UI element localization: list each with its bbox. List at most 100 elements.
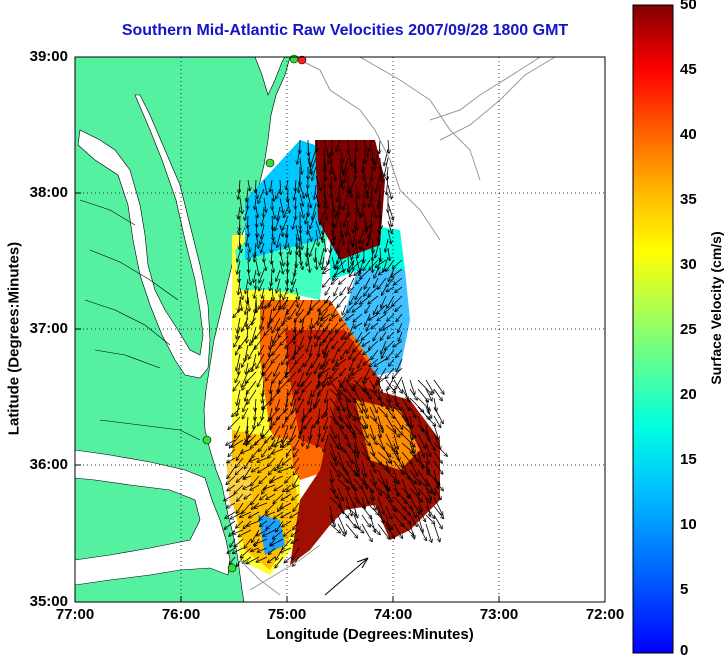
- velocity-arrow: [425, 505, 434, 518]
- velocity-arrow: [262, 287, 264, 298]
- colorbar-tick: 40: [680, 126, 697, 143]
- velocity-arrow: [393, 469, 398, 484]
- velocity-arrow: [239, 335, 249, 349]
- velocity-arrow: [361, 379, 368, 395]
- velocity-arrow: [256, 353, 265, 368]
- velocity-arrow: [339, 157, 343, 172]
- velocity-arrow: [248, 251, 249, 261]
- velocity-arrow: [409, 487, 422, 502]
- velocity-arrow: [263, 362, 273, 376]
- velocity-arrow: [338, 340, 347, 351]
- velocity-arrow: [320, 247, 325, 265]
- bathymetry-contours: [239, 57, 556, 596]
- velocity-arrow: [417, 496, 422, 511]
- velocity-arrow: [276, 278, 281, 293]
- velocity-arrow: [433, 469, 438, 488]
- velocity-arrow: [381, 340, 387, 354]
- velocity-arrow: [232, 439, 244, 447]
- velocity-arrow: [297, 148, 301, 164]
- velocity-arrow: [433, 496, 443, 515]
- velocity-arrow: [353, 415, 366, 429]
- velocity-arrow: [312, 202, 317, 219]
- velocity-arrow: [286, 299, 297, 314]
- velocity-arrow: [329, 322, 339, 334]
- velocity-arrow: [323, 371, 329, 386]
- velocity-arrow: [425, 469, 440, 484]
- velocity-arrow: [395, 304, 403, 311]
- velocity-arrow: [340, 166, 341, 186]
- velocity-arrow: [344, 157, 349, 175]
- velocity-arrow: [393, 397, 401, 410]
- velocity-arrow: [279, 224, 283, 236]
- velocity-arrow: [261, 242, 265, 253]
- velocity-arrow: [398, 322, 403, 332]
- velocity-arrow: [387, 166, 388, 180]
- velocity-arrow: [243, 484, 252, 489]
- velocity-arrow: [272, 317, 281, 333]
- x-tick-label: 73:00: [479, 606, 519, 623]
- velocity-arrow: [409, 442, 415, 457]
- velocity-arrow: [233, 547, 244, 553]
- velocity-arrow: [268, 407, 281, 421]
- velocity-arrow: [295, 179, 296, 191]
- velocity-arrow: [245, 299, 249, 314]
- velocity-arrow: [299, 193, 303, 206]
- velocity-arrow: [368, 295, 379, 304]
- velocity-arrow: [385, 406, 394, 418]
- velocity-arrow: [307, 229, 311, 241]
- velocity-arrow: [329, 487, 338, 498]
- velocity-arrow: [286, 224, 288, 237]
- velocity-arrow: [377, 376, 387, 385]
- velocity-arrow: [268, 317, 273, 328]
- velocity-arrow: [331, 202, 336, 217]
- velocity-arrow: [369, 487, 374, 500]
- velocity-arrow: [387, 220, 392, 233]
- velocity-arrow: [227, 502, 236, 508]
- velocity-arrow: [299, 238, 300, 256]
- grid-lines: [75, 57, 605, 602]
- velocity-arrow: [282, 353, 289, 364]
- velocity-arrow: [359, 229, 365, 243]
- velocity-arrow: [356, 331, 363, 342]
- velocity-arrow: [263, 197, 266, 212]
- velocity-arrow: [361, 496, 365, 509]
- velocity-arrow: [256, 206, 258, 217]
- velocity-arrow: [271, 308, 281, 322]
- velocity-arrow: [293, 502, 300, 511]
- velocity-arrow: [353, 406, 360, 419]
- velocity-arrow: [354, 268, 363, 275]
- velocity-arrow: [324, 238, 326, 252]
- velocity-arrow: [353, 469, 365, 485]
- velocity-arrow: [385, 442, 398, 454]
- velocity-arrow: [377, 406, 387, 417]
- velocity-arrow: [359, 256, 365, 275]
- velocity-arrow: [329, 442, 336, 460]
- velocity-arrow: [364, 277, 371, 289]
- velocity-arrow: [302, 371, 313, 386]
- velocity-arrow: [409, 379, 415, 394]
- velocity-arrow: [293, 520, 300, 530]
- velocity-arrow: [252, 353, 257, 371]
- velocity-arrow: [369, 340, 379, 349]
- velocity-arrow: [294, 188, 296, 200]
- velocity-arrow: [353, 379, 365, 391]
- velocity-arrow: [433, 451, 442, 463]
- velocity-arrow: [242, 556, 252, 563]
- colorbar-tick: 35: [680, 191, 697, 208]
- velocity-arrow: [361, 451, 374, 466]
- velocity-arrow: [300, 416, 305, 434]
- velocity-arrow: [337, 388, 350, 402]
- velocity-arrow: [401, 424, 416, 438]
- velocity-arrow: [252, 448, 260, 458]
- velocity-arrow: [369, 388, 381, 400]
- velocity-arrow: [299, 389, 305, 400]
- velocity-arrow: [321, 308, 329, 319]
- velocity-arrow: [361, 469, 367, 489]
- velocity-arrow: [417, 478, 432, 493]
- velocity-arrow: [367, 175, 373, 194]
- velocity-arrow: [303, 434, 305, 446]
- velocity-arrows: [224, 139, 447, 568]
- velocity-arrow: [417, 406, 430, 419]
- velocity-arrow: [291, 457, 300, 468]
- velocity-arrow: [248, 242, 250, 252]
